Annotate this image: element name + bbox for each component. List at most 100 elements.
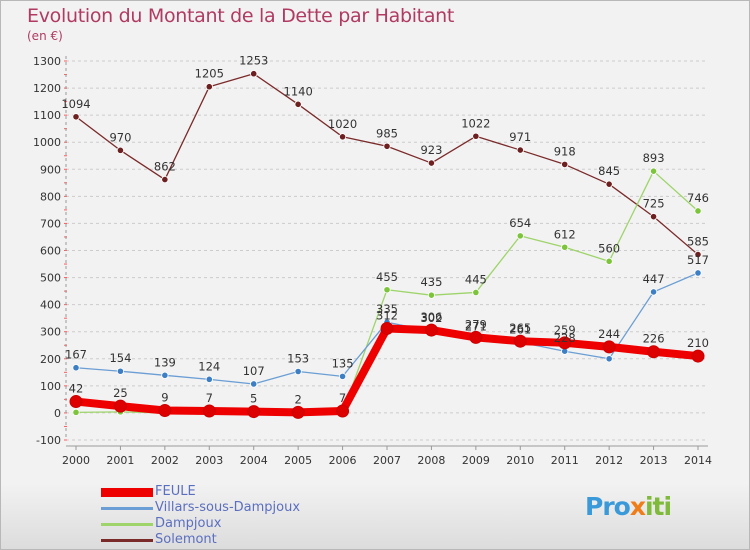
data-label: 265: [509, 321, 531, 335]
data-label: 261: [509, 322, 531, 336]
data-label: 1094: [61, 97, 90, 111]
proxiti-logo: Proxiti: [585, 492, 672, 521]
data-label: 445: [465, 272, 487, 286]
y-tick-label: 700: [40, 217, 61, 230]
data-label: 585: [687, 235, 709, 249]
data-point: [649, 288, 658, 296]
data-point: [605, 257, 613, 265]
data-label: 985: [376, 126, 398, 140]
x-tick-label: 2003: [195, 454, 223, 467]
data-label: 259: [554, 323, 576, 337]
chart-title: Evolution du Montant de la Dette par Hab…: [27, 5, 455, 27]
data-point: [424, 323, 438, 337]
data-point: [516, 232, 524, 240]
data-point: [605, 180, 613, 188]
series-line-feule: [72, 324, 702, 417]
data-point: [158, 403, 172, 417]
data-label: 107: [243, 364, 265, 378]
data-label: 153: [287, 352, 309, 366]
data-point: [247, 405, 261, 419]
data-point: [205, 83, 213, 91]
legend-swatch: [101, 507, 153, 510]
legend-label: FEULE: [155, 484, 196, 499]
data-label: 971: [509, 130, 531, 144]
data-point: [336, 404, 350, 418]
y-tick-label: 500: [40, 272, 61, 285]
y-tick-label: 1100: [33, 109, 61, 122]
data-label: 447: [643, 272, 665, 286]
x-tick-label: 2009: [462, 454, 490, 467]
data-point: [561, 160, 569, 169]
x-tick-label: 2004: [240, 454, 268, 467]
data-label: 302: [420, 311, 442, 325]
data-label: 210: [687, 336, 709, 350]
logo-part-2: iti: [644, 492, 672, 521]
data-point: [380, 321, 394, 335]
data-label: 306: [420, 310, 442, 324]
logo-part-1: Pro: [585, 492, 631, 521]
data-point: [694, 207, 702, 215]
data-point: [205, 375, 213, 383]
data-label: 226: [643, 332, 665, 346]
data-label: 124: [198, 359, 220, 373]
data-label: 517: [687, 253, 709, 267]
data-point: [72, 364, 80, 372]
data-point: [338, 372, 347, 380]
data-label: 893: [643, 151, 665, 165]
data-label: 42: [69, 382, 84, 396]
x-tick-label: 2006: [329, 454, 357, 467]
data-label: 862: [154, 160, 176, 174]
y-tick-label: 600: [40, 245, 61, 258]
data-point: [116, 367, 125, 375]
data-point: [69, 395, 83, 409]
data-label: 1140: [284, 84, 313, 98]
data-point: [338, 133, 347, 141]
y-tick-label: -100: [36, 434, 61, 447]
data-label: 9: [161, 390, 168, 404]
data-label: 970: [109, 130, 131, 144]
data-label: 845: [598, 164, 620, 178]
data-point: [694, 250, 702, 259]
legend-label: Dampjoux: [155, 516, 222, 531]
data-label: 654: [509, 216, 531, 230]
x-tick-label: 2001: [106, 454, 134, 467]
legend-swatch: [101, 539, 153, 542]
data-point: [161, 175, 169, 184]
data-label: 560: [598, 241, 620, 255]
data-point: [561, 243, 569, 251]
data-label: 746: [687, 191, 709, 205]
data-point: [383, 142, 391, 150]
data-label: 154: [109, 351, 131, 365]
data-label: 918: [554, 144, 576, 158]
y-tick-label: 0: [54, 407, 61, 420]
data-label: 135: [332, 356, 354, 370]
x-tick-label: 2014: [684, 454, 712, 467]
data-point: [649, 167, 658, 175]
data-point: [72, 408, 80, 416]
line-chart: -100 0 100 200 300 400 500 600 700 800 900 1000 1100…: [33, 54, 712, 467]
data-point: [161, 371, 169, 379]
data-label: 612: [554, 227, 576, 241]
data-point: [427, 291, 436, 299]
x-tick-label: 2013: [640, 454, 668, 467]
y-tick-label: 800: [40, 190, 61, 203]
y-tick-label: 100: [40, 380, 61, 393]
data-label: 312: [376, 308, 398, 322]
data-label: 1022: [461, 116, 490, 130]
data-label: 1253: [239, 54, 268, 68]
x-tick-label: 2010: [506, 454, 534, 467]
data-label: 2: [294, 392, 301, 406]
data-point: [469, 330, 483, 344]
data-point: [72, 113, 80, 121]
data-point: [113, 399, 127, 413]
data-label: 725: [643, 197, 665, 211]
x-tick-label: 2007: [373, 454, 401, 467]
y-tick-label: 1300: [33, 55, 61, 68]
logo-part-x: x: [629, 492, 646, 521]
data-point: [605, 355, 613, 363]
data-point: [691, 349, 705, 363]
data-point: [294, 367, 302, 376]
data-label: 25: [113, 386, 128, 400]
data-label: 455: [376, 270, 398, 284]
